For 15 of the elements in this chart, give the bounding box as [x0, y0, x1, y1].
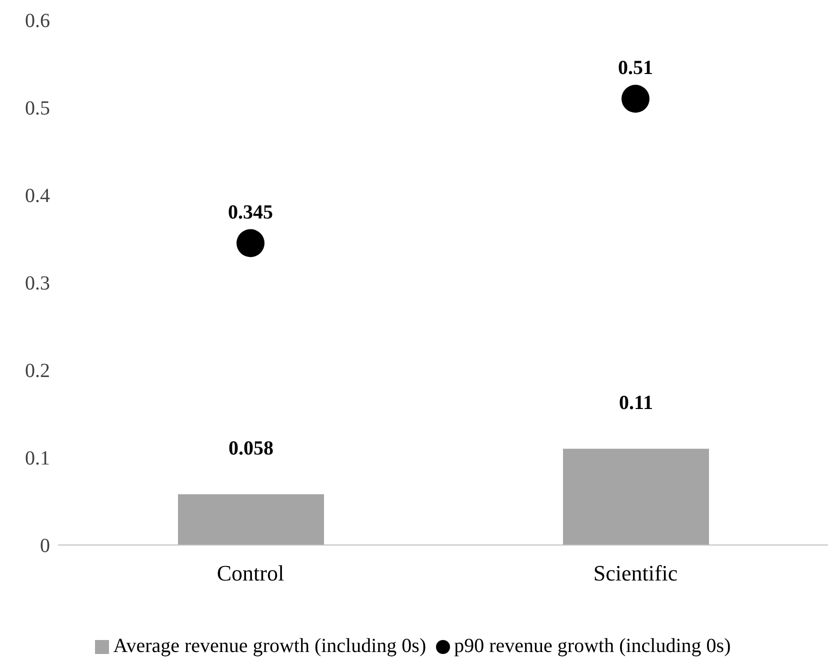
y-tick-label: 0.3 — [25, 272, 50, 295]
legend-label: p90 revenue growth (including 0s) — [454, 635, 731, 657]
y-tick-label: 0 — [40, 535, 50, 558]
data-label: 0.11 — [619, 392, 653, 414]
y-tick-label: 0.2 — [25, 360, 50, 382]
y-tick-label: 0.6 — [25, 10, 50, 32]
y-tick-label: 0.5 — [25, 98, 50, 120]
legend-label: Average revenue growth (including 0s) — [113, 635, 426, 657]
data-label: 0.51 — [618, 57, 653, 80]
data-label: 0.345 — [228, 202, 273, 224]
x-tick-label: Control — [216, 560, 284, 586]
y-tick-label: 0.1 — [25, 448, 50, 470]
data-label: 0.058 — [228, 437, 274, 460]
y-tick-label: 0.4 — [25, 185, 50, 208]
x-tick-label: Scientific — [593, 560, 678, 586]
